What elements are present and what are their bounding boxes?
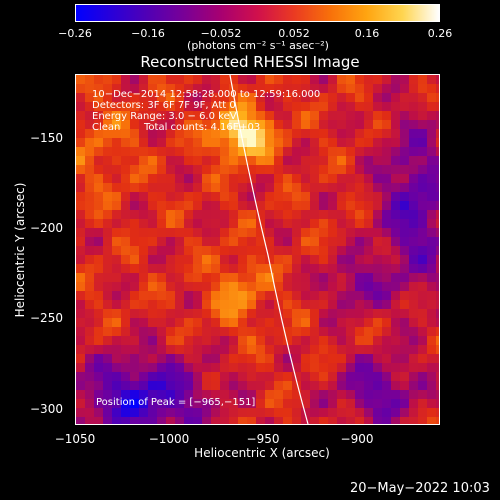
y-tick-label: −200 — [30, 221, 63, 235]
heatmap — [76, 75, 439, 424]
x-tick-label: −1050 — [54, 432, 96, 446]
colorbar-tick: −0.16 — [131, 27, 165, 40]
colorbar-tick: −0.26 — [58, 27, 92, 40]
total-counts-text: Total counts: 4.16E+03 — [144, 122, 261, 133]
timestamp: 20−May−2022 10:03 — [350, 481, 490, 496]
colorbar-tick: −0.052 — [200, 27, 242, 40]
colorbar-unit-label: (photons cm⁻² s⁻¹ asec⁻²) — [187, 39, 329, 52]
colorbar-tick: 0.26 — [427, 27, 453, 40]
clean-text: Clean — [92, 122, 121, 133]
energy-range-text: Energy Range: 3.0 − 6.0 keV — [92, 111, 237, 122]
solar-limb-line — [229, 75, 309, 424]
colorbar-tick: 0.16 — [354, 27, 380, 40]
detectors-text: Detectors: 3F 6F 7F 9F, Att 0 — [92, 100, 236, 111]
y-tick-label: −300 — [30, 402, 63, 416]
x-tick-label: −950 — [246, 432, 280, 446]
y-tick-label: −150 — [30, 131, 63, 145]
y-axis-label: Heliocentric Y (arcsec) — [13, 182, 27, 318]
x-tick-label: −900 — [340, 432, 374, 446]
colorbar — [75, 4, 440, 22]
heatmap-cells — [76, 75, 439, 424]
colorbar-tick: 0.052 — [278, 27, 310, 40]
chart-title: Reconstructed RHESSI Image — [140, 53, 360, 71]
y-tick-label: −250 — [30, 311, 63, 325]
time-range-text: 10−Dec−2014 12:58:28.000 to 12:59:16.000 — [92, 89, 321, 100]
x-tick-label: −1000 — [148, 432, 190, 446]
plot-area: 10−Dec−2014 12:58:28.000 to 12:59:16.000… — [75, 74, 440, 425]
peak-position-text: Position of Peak = [−965,−151] — [96, 397, 256, 408]
x-axis-label: Heliocentric X (arcsec) — [194, 446, 330, 460]
